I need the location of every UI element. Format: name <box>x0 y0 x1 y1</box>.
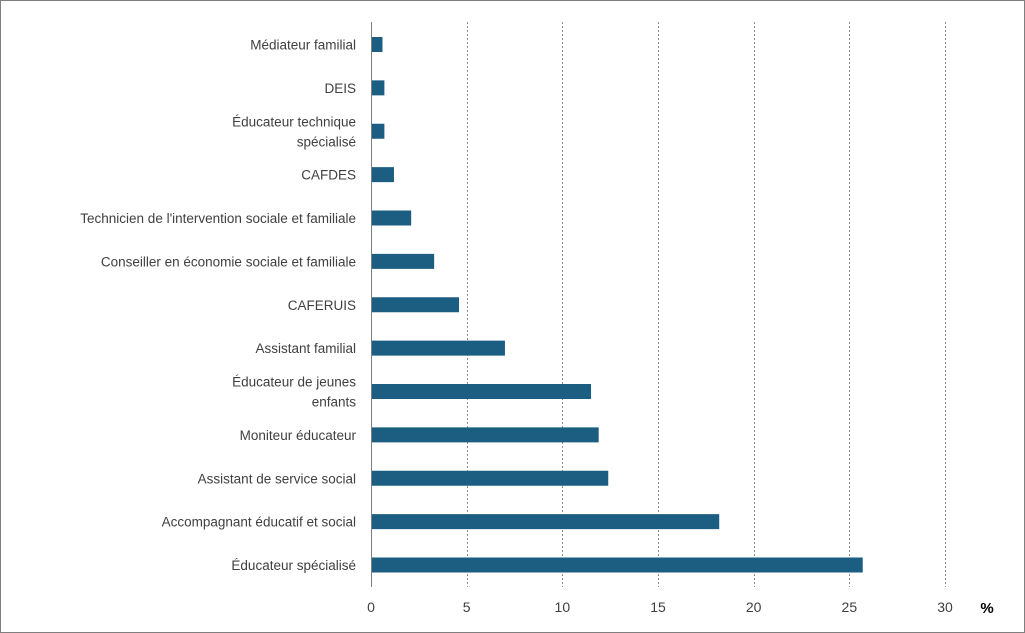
x-tick-25: 25 <box>842 599 858 615</box>
bar-0 <box>372 37 383 52</box>
x-tick-0: 0 <box>367 599 375 615</box>
bar-3 <box>372 167 394 183</box>
x-tick-10: 10 <box>555 599 571 615</box>
category-labels: Médiateur familial DEIS Éducateur techniqu… <box>80 38 356 574</box>
category-label-3: CAFDES <box>301 168 356 183</box>
category-label-7: Assistant familial <box>255 341 356 356</box>
x-tick-15: 15 <box>650 599 666 615</box>
category-label-12: Éducateur spécialisé <box>231 558 356 573</box>
category-label-10: Assistant de service social <box>198 471 356 486</box>
category-label-8: Éducateur de jeunes enfants <box>232 375 356 410</box>
category-label-5: Conseiller en économie sociale et famili… <box>101 254 356 269</box>
gridlines <box>467 22 946 587</box>
bar-11 <box>372 514 720 530</box>
category-label-0: Médiateur familial <box>250 38 356 53</box>
bar-10 <box>372 470 609 486</box>
category-label-4: Technicien de l'intervention sociale et … <box>80 211 356 226</box>
bar-1 <box>372 80 385 96</box>
x-tick-labels: 0 5 10 15 20 25 30 <box>367 599 953 615</box>
category-label-11: Accompagnant éducatif et social <box>162 515 356 530</box>
bar-4 <box>372 210 412 226</box>
bar-12 <box>372 557 863 573</box>
x-tick-30: 30 <box>937 599 953 615</box>
bar-9 <box>372 427 599 443</box>
x-tick-5: 5 <box>463 599 471 615</box>
bar-5 <box>372 253 435 269</box>
bar-6 <box>372 297 460 313</box>
category-label-2: Éducateur technique spécialisé <box>232 114 356 149</box>
category-label-9: Moniteur éducateur <box>240 428 357 443</box>
x-tick-20: 20 <box>746 599 762 615</box>
category-label-1: DEIS <box>324 81 356 96</box>
bar-7 <box>372 340 505 356</box>
category-label-6: CAFERUIS <box>288 298 356 313</box>
bar-8 <box>372 384 592 399</box>
bar-2 <box>372 123 385 139</box>
x-unit-label: % <box>980 600 993 617</box>
bars <box>372 37 863 573</box>
